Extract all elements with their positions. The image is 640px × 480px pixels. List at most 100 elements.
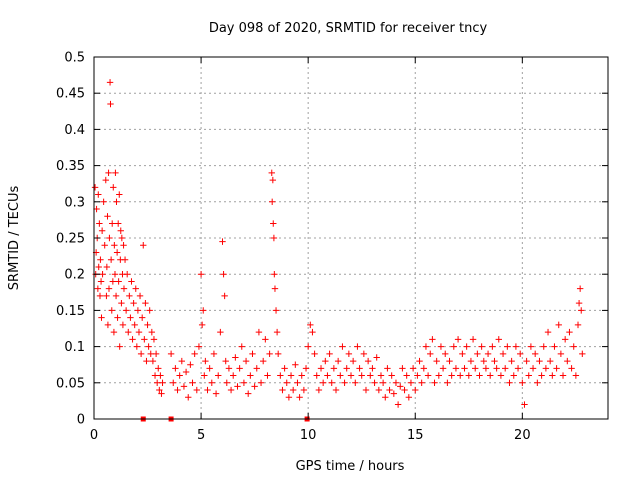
data-point	[504, 343, 511, 350]
data-point	[317, 365, 325, 372]
data-point	[431, 379, 438, 386]
data-point	[296, 394, 303, 401]
x-axis-ticks: 0 5 10 15 20	[90, 57, 531, 443]
data-point	[153, 379, 161, 386]
data-point	[542, 365, 550, 372]
data-point	[427, 350, 434, 358]
data-point	[141, 336, 148, 343]
data-point	[403, 372, 410, 379]
data-point	[476, 372, 483, 379]
data-point	[553, 365, 560, 372]
data-point	[122, 307, 130, 314]
data-point	[463, 343, 470, 350]
data-point	[118, 234, 126, 242]
data-point	[330, 365, 338, 372]
data-point	[446, 357, 453, 365]
data-point	[302, 365, 310, 372]
data-point	[467, 357, 475, 365]
data-point	[112, 169, 119, 177]
data-point	[397, 383, 404, 390]
data-point	[210, 350, 218, 358]
data-point	[119, 321, 127, 329]
data-point	[127, 314, 134, 321]
data-point	[572, 372, 580, 379]
data-point	[155, 365, 162, 372]
data-point	[386, 386, 393, 394]
data-point	[519, 379, 526, 386]
data-point	[337, 372, 344, 379]
data-point	[195, 343, 203, 350]
data-point	[147, 350, 154, 358]
data-point	[221, 292, 228, 300]
data-point	[439, 365, 447, 372]
data-point	[215, 372, 222, 379]
data-point	[104, 213, 111, 220]
data-point	[551, 343, 558, 350]
data-point	[99, 271, 106, 278]
data-point	[448, 372, 455, 379]
data-point	[544, 328, 552, 336]
data-point	[202, 357, 209, 365]
data-point	[262, 336, 269, 343]
data-point	[110, 184, 117, 191]
data-point	[491, 357, 498, 365]
data-point	[96, 220, 103, 227]
data-point	[407, 379, 415, 386]
data-point	[148, 328, 156, 336]
data-point	[384, 365, 391, 372]
data-point	[343, 365, 350, 372]
data-point	[172, 365, 179, 372]
data-point	[103, 263, 111, 271]
data-point	[94, 285, 102, 292]
data-point	[144, 321, 151, 329]
data-point	[204, 386, 211, 394]
data-point	[322, 357, 329, 365]
data-point	[151, 372, 159, 379]
data-point	[534, 379, 541, 386]
data-point	[289, 386, 297, 394]
data-point	[143, 357, 150, 365]
data-point	[106, 79, 114, 86]
data-point	[245, 390, 252, 397]
y-tick-label: 0.4	[64, 123, 85, 138]
data-point	[480, 357, 487, 365]
data-point	[392, 379, 400, 386]
data-point	[536, 357, 543, 365]
data-point	[131, 321, 138, 329]
data-point	[474, 350, 481, 358]
data-point	[264, 372, 271, 379]
data-point	[461, 365, 468, 372]
data-point	[125, 328, 132, 336]
data-point	[259, 357, 267, 365]
data-point	[358, 372, 365, 379]
data-point	[516, 350, 524, 358]
grid-lines	[94, 57, 608, 419]
data-point	[324, 372, 331, 379]
data-point	[106, 234, 113, 242]
data-point	[180, 383, 188, 390]
data-point	[369, 365, 376, 372]
data-point	[102, 176, 109, 184]
data-point	[575, 299, 583, 307]
data-point	[253, 365, 260, 372]
data-point	[98, 314, 105, 321]
data-point	[170, 379, 177, 386]
data-point	[373, 354, 380, 361]
data-point	[96, 292, 104, 300]
data-point	[360, 350, 368, 358]
data-point	[140, 242, 147, 249]
data-point	[219, 238, 226, 245]
data-point	[217, 328, 224, 336]
x-tick-label: 15	[407, 428, 424, 443]
data-point	[130, 299, 137, 307]
data-point	[189, 379, 196, 386]
data-points	[91, 79, 586, 422]
data-point	[104, 321, 112, 329]
data-point	[388, 372, 395, 379]
data-point	[251, 383, 258, 390]
data-point	[437, 343, 445, 350]
data-point	[576, 285, 584, 292]
data-point	[420, 365, 428, 372]
data-point	[208, 379, 215, 386]
data-point	[531, 350, 539, 358]
